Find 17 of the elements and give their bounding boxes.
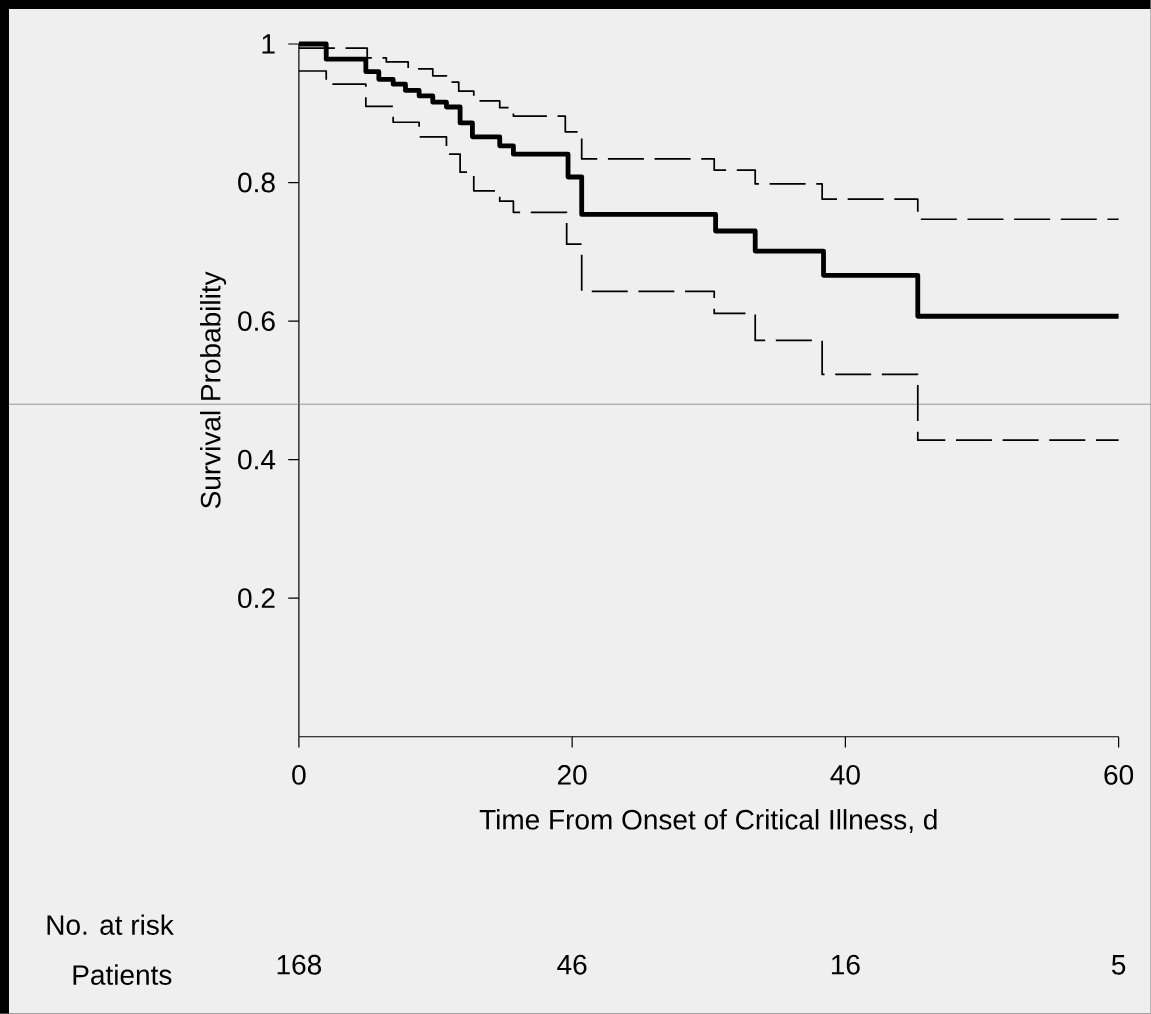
x-axis-title: Time From Onset of Critical Illness, d bbox=[479, 809, 937, 834]
text: 5 bbox=[1111, 955, 1126, 975]
y-tick-label: 0.2 bbox=[238, 588, 275, 609]
x-tick-label: 40 bbox=[830, 765, 860, 785]
x-tick-label: 0 bbox=[292, 765, 306, 785]
y-tick-label: 0.4 bbox=[238, 449, 276, 470]
text: 46 bbox=[557, 954, 587, 975]
text: Patients bbox=[73, 964, 172, 986]
y-axis-title: Survival Probability bbox=[200, 271, 227, 509]
y-tick-label: 1 bbox=[262, 34, 275, 54]
x-tick-label: 60 bbox=[1104, 765, 1134, 785]
text: 168 bbox=[277, 954, 322, 975]
text: No. at risk bbox=[47, 914, 174, 936]
y-tick-label: 0.6 bbox=[238, 311, 275, 332]
text: 16 bbox=[831, 954, 860, 975]
y-tick-label: 0.8 bbox=[238, 172, 275, 193]
x-tick-label: 20 bbox=[557, 765, 587, 785]
